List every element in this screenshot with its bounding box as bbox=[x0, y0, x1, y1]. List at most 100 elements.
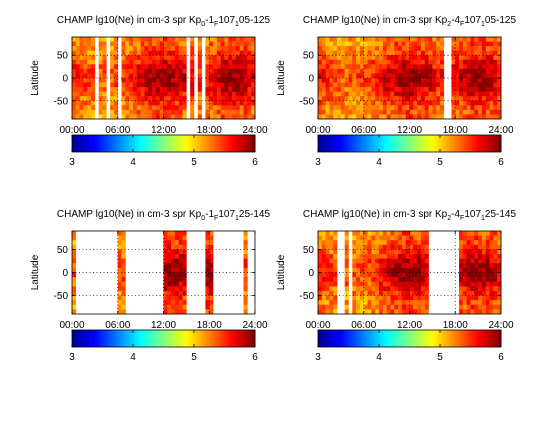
heatmap-cell bbox=[133, 68, 138, 74]
heatmap-cell bbox=[466, 277, 471, 283]
title-f-sub: F bbox=[460, 215, 464, 222]
title-kp-sub: 0 bbox=[201, 215, 205, 222]
heatmap-cell bbox=[390, 73, 395, 79]
heatmap-cell bbox=[440, 105, 445, 111]
heatmap-cell bbox=[428, 41, 433, 47]
heatmap-cell bbox=[209, 258, 214, 264]
heatmap-cell bbox=[117, 309, 122, 315]
heatmap-cell bbox=[174, 91, 180, 97]
heatmap-cell bbox=[428, 82, 433, 88]
heatmap-cell bbox=[140, 109, 145, 115]
heatmap-cell bbox=[394, 91, 399, 97]
heatmap-cell bbox=[321, 281, 326, 287]
heatmap-cell bbox=[171, 109, 176, 115]
heatmap-cell bbox=[424, 73, 429, 79]
heatmap-cell bbox=[417, 41, 422, 47]
heatmap-cell bbox=[121, 87, 126, 92]
heatmap-cell bbox=[390, 272, 395, 278]
heatmap-cell bbox=[110, 46, 115, 51]
heatmap-cell bbox=[420, 244, 426, 250]
colorbar-segment bbox=[120, 135, 124, 152]
colorbar-segment bbox=[160, 330, 164, 347]
heatmap-cell bbox=[424, 290, 429, 296]
heatmap-cell bbox=[197, 41, 202, 47]
heatmap-cell bbox=[321, 100, 326, 106]
heatmap-cell bbox=[91, 64, 96, 70]
heatmap-cell bbox=[474, 50, 479, 56]
heatmap-cell bbox=[489, 231, 494, 236]
heatmap-cell bbox=[474, 258, 479, 264]
heatmap-cell bbox=[333, 59, 338, 65]
heatmap-cell bbox=[87, 73, 92, 79]
heatmap-cell bbox=[489, 286, 494, 292]
heatmap-cell bbox=[205, 281, 210, 287]
heatmap-cell bbox=[386, 263, 391, 269]
heatmap-cell bbox=[428, 87, 433, 92]
heatmap-cell bbox=[497, 244, 502, 250]
heatmap-cell bbox=[148, 59, 153, 65]
heatmap-cell bbox=[102, 46, 107, 51]
heatmap-cell bbox=[371, 309, 376, 315]
heatmap-cell bbox=[205, 41, 210, 47]
heatmap-cells bbox=[72, 37, 256, 120]
heatmap-cell bbox=[159, 114, 164, 120]
heatmap-cell bbox=[451, 109, 456, 115]
heatmap-cell bbox=[321, 59, 326, 65]
heatmap-cell bbox=[394, 59, 399, 65]
heatmap-cell bbox=[178, 235, 183, 241]
heatmap-cell bbox=[209, 41, 214, 47]
heatmap-cell bbox=[386, 50, 391, 56]
heatmap-cell bbox=[91, 91, 96, 97]
heatmap-cell bbox=[394, 46, 399, 51]
heatmap-cell bbox=[466, 304, 471, 310]
heatmap-cell bbox=[382, 41, 387, 47]
heatmap-cell bbox=[371, 272, 376, 278]
heatmap-cell bbox=[359, 59, 365, 65]
heatmap-cell bbox=[329, 258, 334, 264]
heatmap-cell bbox=[371, 231, 376, 236]
heatmap-cell bbox=[213, 68, 218, 74]
heatmap-cell bbox=[197, 82, 202, 88]
colorbar-segment bbox=[426, 135, 430, 152]
colorbar-segment bbox=[183, 330, 187, 347]
heatmap-cell bbox=[318, 114, 323, 120]
heatmap-cell bbox=[405, 100, 410, 106]
heatmap-cell bbox=[428, 64, 433, 70]
colorbar-segment bbox=[112, 330, 116, 347]
colorbar-segment bbox=[74, 330, 79, 347]
heatmap-cell bbox=[152, 114, 157, 120]
heatmap-cell bbox=[340, 46, 345, 51]
heatmap-cell bbox=[493, 46, 498, 51]
heatmap-cell bbox=[398, 87, 403, 92]
heatmap-cell bbox=[420, 309, 426, 315]
heatmap-cell bbox=[497, 309, 502, 315]
heatmap-cell bbox=[239, 73, 244, 79]
heatmap-cell bbox=[321, 277, 326, 283]
heatmap-cell bbox=[98, 96, 103, 102]
heatmap-cell bbox=[251, 50, 256, 56]
heatmap-cell bbox=[474, 109, 479, 115]
heatmap-cell bbox=[462, 91, 467, 97]
colorbar-segment bbox=[392, 330, 396, 347]
heatmap-cell bbox=[318, 263, 323, 269]
heatmap-cell bbox=[213, 46, 218, 51]
heatmap-cell bbox=[163, 254, 168, 259]
heatmap-cell bbox=[379, 37, 384, 42]
heatmap-cell bbox=[232, 87, 237, 92]
heatmap-cell bbox=[213, 59, 218, 65]
heatmap-cell bbox=[224, 46, 229, 51]
heatmap-cell bbox=[379, 82, 384, 88]
heatmap-cell bbox=[167, 263, 172, 269]
heatmap-cell bbox=[83, 91, 88, 97]
heatmap-cell bbox=[440, 59, 445, 65]
heatmap-cell bbox=[333, 258, 338, 264]
colorbar-segment bbox=[352, 330, 356, 347]
heatmap-cell bbox=[224, 78, 229, 83]
heatmap-cell bbox=[159, 68, 164, 74]
heatmap-cell bbox=[117, 231, 122, 236]
colorbar-segment bbox=[72, 135, 76, 152]
colorbar-segment bbox=[143, 330, 147, 347]
heatmap-cell bbox=[363, 41, 368, 47]
heatmap-cell bbox=[174, 300, 180, 306]
y-tick-label: 50 bbox=[303, 51, 315, 62]
